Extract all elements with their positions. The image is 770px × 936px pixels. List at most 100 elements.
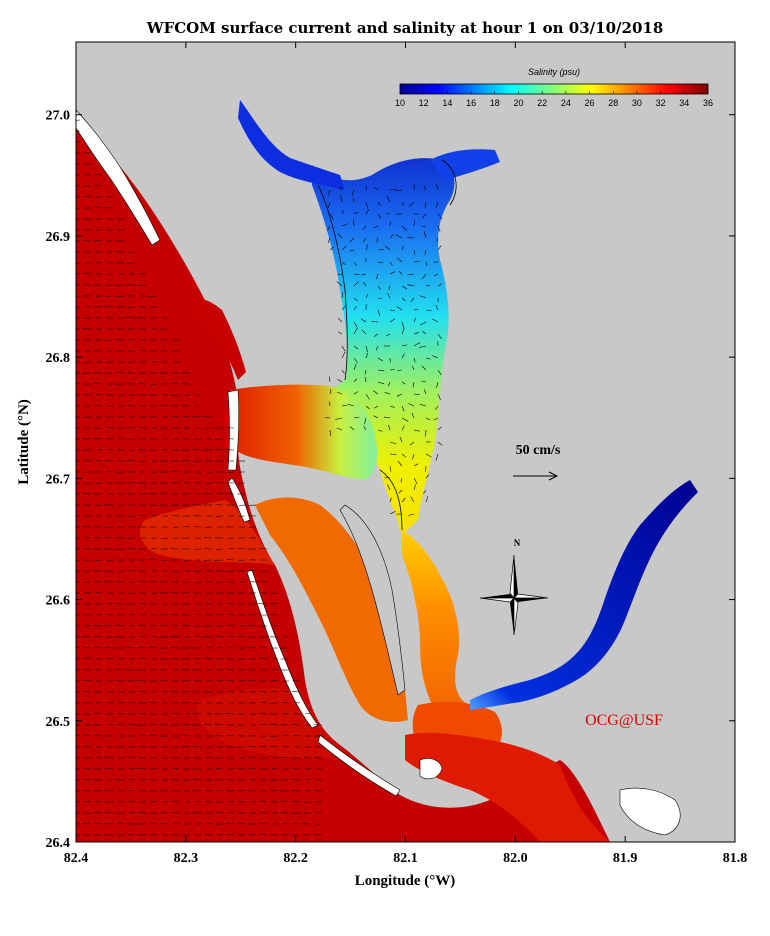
current-vector	[247, 790, 257, 792]
current-vector	[365, 209, 370, 215]
current-vector	[76, 658, 81, 660]
current-vector	[148, 779, 158, 781]
current-vector	[401, 327, 405, 335]
current-vector	[104, 768, 114, 770]
current-vector	[305, 713, 312, 715]
current-vector	[105, 603, 114, 605]
current-vector	[225, 823, 235, 825]
current-vector	[341, 292, 344, 299]
pine-island-sound	[255, 497, 408, 722]
current-vector	[437, 426, 442, 431]
current-vector	[436, 183, 439, 191]
current-vector	[259, 800, 268, 803]
x-tick-label: 82.2	[283, 851, 308, 866]
current-vector	[93, 306, 103, 308]
current-vector	[294, 746, 301, 748]
current-vector	[395, 234, 403, 239]
current-vector	[353, 197, 355, 203]
current-vector	[364, 369, 367, 375]
current-vector	[84, 691, 92, 693]
current-vector	[399, 436, 403, 443]
current-vector	[226, 735, 235, 737]
current-vector	[127, 548, 136, 550]
current-vector	[170, 801, 180, 803]
current-vector	[329, 213, 334, 220]
current-vector	[413, 342, 421, 347]
current-vector	[363, 282, 367, 287]
current-vector	[126, 701, 136, 704]
current-vector	[341, 404, 348, 407]
current-vector	[137, 394, 147, 396]
current-vector	[304, 768, 312, 770]
current-vector	[419, 345, 427, 348]
current-vector	[365, 201, 368, 209]
current-vector	[204, 657, 213, 660]
current-vector	[214, 438, 224, 440]
current-vector	[353, 416, 360, 419]
current-vector	[215, 636, 224, 638]
current-vector	[337, 317, 343, 323]
current-vector	[281, 756, 290, 759]
current-vector	[413, 463, 419, 467]
y-axis-label: Latitude (°N)	[16, 399, 32, 485]
current-vector	[408, 201, 415, 207]
current-vector	[437, 213, 443, 220]
current-vector	[129, 812, 136, 814]
current-vector	[138, 746, 147, 748]
current-vector	[139, 713, 147, 715]
current-vector	[328, 189, 331, 196]
current-vector	[271, 768, 279, 770]
current-vector	[204, 723, 213, 726]
colorbar-tick-label: 32	[656, 98, 666, 108]
current-vector	[272, 669, 279, 671]
current-vector	[258, 822, 268, 825]
current-vector	[270, 746, 279, 748]
current-vector	[377, 261, 384, 263]
gasparilla-island	[227, 389, 240, 471]
current-vector	[437, 283, 442, 287]
barrier-island-north	[76, 109, 161, 246]
cayo-costa	[227, 477, 251, 523]
current-vector	[373, 390, 379, 395]
estero-island	[619, 787, 681, 836]
coastline-east	[441, 159, 457, 206]
current-vector	[226, 602, 235, 605]
current-vector	[409, 441, 415, 446]
current-vector	[148, 647, 158, 649]
current-vector	[389, 318, 396, 323]
current-vector	[172, 768, 180, 770]
current-vector	[377, 201, 382, 206]
current-vector	[413, 260, 420, 263]
current-vector	[305, 790, 312, 792]
north-label: N	[514, 538, 521, 548]
current-vector	[76, 702, 81, 704]
current-vector	[128, 625, 136, 627]
current-vector	[116, 680, 125, 682]
current-vector	[104, 306, 114, 308]
current-vector	[236, 789, 246, 792]
current-vector	[377, 381, 385, 385]
north-arrow-icon: N	[479, 538, 549, 636]
current-vector	[291, 779, 301, 781]
current-vector	[76, 801, 81, 803]
current-vector	[196, 603, 202, 605]
current-vector	[435, 201, 439, 208]
current-vector	[194, 636, 202, 638]
current-vector	[138, 515, 147, 517]
current-vector	[293, 702, 301, 704]
x-axis-ticks: 82.4 82.3 82.2 82.1 82.0 81.9 81.8	[64, 42, 747, 866]
current-vector	[363, 426, 367, 431]
current-vector	[247, 504, 257, 506]
current-vector	[106, 658, 114, 660]
current-vector	[139, 603, 147, 605]
current-vector	[237, 779, 246, 781]
current-vector	[192, 504, 202, 506]
current-vector	[248, 526, 257, 528]
current-vector	[341, 245, 347, 251]
current-vector	[389, 234, 394, 239]
current-vector	[107, 724, 114, 726]
colorbar-tick-label: 12	[419, 98, 429, 108]
current-vector	[387, 484, 391, 491]
current-vector	[353, 273, 360, 275]
current-vector	[140, 779, 147, 781]
